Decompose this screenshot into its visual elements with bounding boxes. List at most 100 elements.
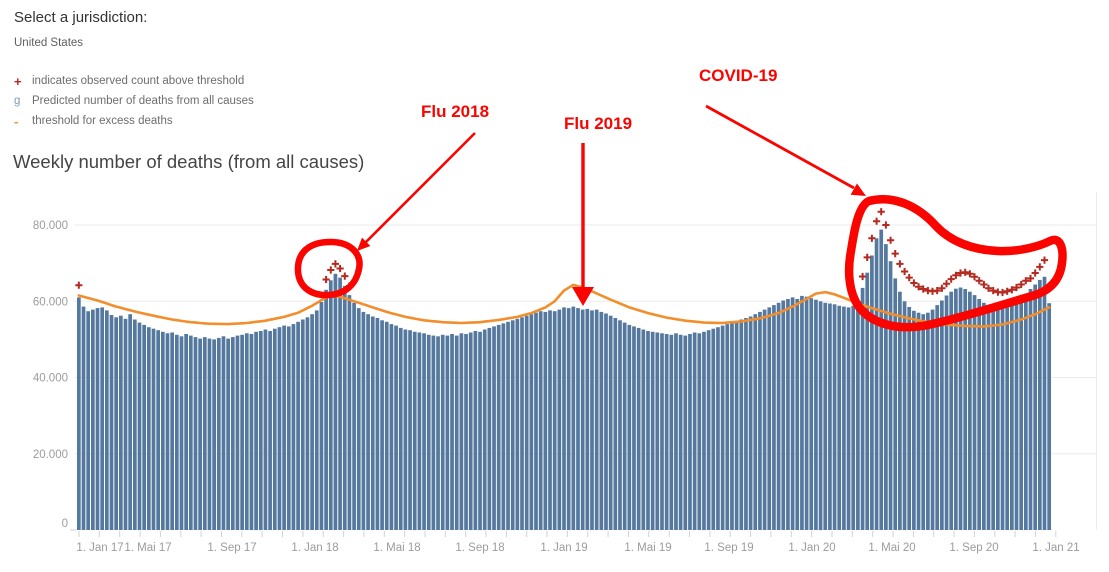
- bar[interactable]: [426, 334, 431, 530]
- bar[interactable]: [930, 309, 935, 530]
- bar[interactable]: [823, 302, 828, 530]
- bar[interactable]: [744, 318, 748, 530]
- bar[interactable]: [1024, 293, 1028, 530]
- bar[interactable]: [1037, 279, 1042, 530]
- bar[interactable]: [669, 334, 674, 530]
- bar[interactable]: [342, 286, 347, 530]
- bar[interactable]: [982, 302, 986, 530]
- bar[interactable]: [389, 324, 394, 530]
- bar[interactable]: [585, 308, 590, 530]
- bar[interactable]: [468, 332, 473, 531]
- bar[interactable]: [328, 280, 333, 530]
- bar[interactable]: [790, 297, 795, 530]
- bar[interactable]: [809, 298, 814, 530]
- bar[interactable]: [81, 306, 86, 530]
- bar[interactable]: [580, 309, 585, 530]
- bar[interactable]: [529, 314, 534, 530]
- bar[interactable]: [818, 301, 823, 531]
- bar[interactable]: [291, 324, 296, 530]
- bar[interactable]: [865, 272, 870, 530]
- bar[interactable]: [716, 327, 720, 530]
- bar[interactable]: [184, 334, 188, 530]
- plus-marks[interactable]: [75, 208, 1053, 297]
- bar[interactable]: [160, 331, 165, 531]
- bar[interactable]: [515, 318, 520, 530]
- bar[interactable]: [734, 321, 739, 530]
- bar[interactable]: [221, 336, 226, 530]
- bar[interactable]: [599, 311, 604, 530]
- bar[interactable]: [660, 333, 664, 530]
- bar[interactable]: [100, 307, 105, 530]
- bar[interactable]: [118, 315, 123, 530]
- bar[interactable]: [632, 326, 636, 530]
- bar[interactable]: [888, 261, 893, 530]
- bar[interactable]: [282, 325, 286, 530]
- bar[interactable]: [674, 333, 678, 530]
- bar[interactable]: [258, 331, 263, 530]
- bar[interactable]: [795, 299, 800, 530]
- bar[interactable]: [403, 329, 408, 531]
- bar[interactable]: [702, 331, 706, 531]
- bar[interactable]: [450, 334, 454, 530]
- bar[interactable]: [1042, 276, 1047, 530]
- bar[interactable]: [851, 305, 856, 530]
- bar[interactable]: [496, 324, 501, 530]
- bar[interactable]: [874, 238, 879, 531]
- bar[interactable]: [151, 328, 156, 530]
- bar[interactable]: [179, 336, 184, 530]
- bar[interactable]: [1047, 303, 1052, 530]
- bar[interactable]: [268, 331, 272, 530]
- bar[interactable]: [156, 330, 161, 530]
- bar[interactable]: [725, 324, 730, 530]
- bar[interactable]: [492, 326, 496, 530]
- bar[interactable]: [949, 291, 954, 530]
- bar[interactable]: [636, 327, 641, 530]
- bar[interactable]: [95, 308, 100, 530]
- bar[interactable]: [352, 302, 356, 530]
- bar[interactable]: [356, 308, 361, 530]
- bar[interactable]: [893, 278, 898, 530]
- bar[interactable]: [249, 334, 254, 530]
- bar[interactable]: [510, 320, 515, 530]
- bar[interactable]: [440, 334, 445, 530]
- bar[interactable]: [1010, 305, 1014, 530]
- bar[interactable]: [963, 289, 968, 530]
- bar[interactable]: [520, 317, 524, 530]
- bar[interactable]: [431, 335, 436, 530]
- bar[interactable]: [935, 305, 940, 530]
- bar[interactable]: [417, 332, 422, 531]
- bar[interactable]: [240, 334, 244, 530]
- bar[interactable]: [986, 305, 991, 530]
- bar[interactable]: [814, 299, 818, 530]
- bar[interactable]: [142, 324, 147, 530]
- bar[interactable]: [846, 307, 851, 530]
- bar[interactable]: [347, 295, 352, 530]
- bar[interactable]: [230, 337, 235, 530]
- bar[interactable]: [571, 306, 576, 530]
- bar[interactable]: [912, 310, 916, 530]
- bar[interactable]: [272, 328, 277, 530]
- bar[interactable]: [720, 325, 725, 530]
- bar[interactable]: [534, 312, 538, 530]
- bar[interactable]: [548, 310, 552, 530]
- bar[interactable]: [86, 311, 91, 530]
- bar[interactable]: [1014, 302, 1019, 530]
- bar[interactable]: [384, 321, 389, 530]
- bar[interactable]: [1019, 298, 1024, 530]
- bar[interactable]: [739, 319, 744, 531]
- bar[interactable]: [856, 300, 860, 531]
- bar[interactable]: [338, 277, 342, 530]
- bar[interactable]: [216, 337, 221, 530]
- bar[interactable]: [683, 335, 688, 530]
- bar[interactable]: [1033, 284, 1038, 531]
- bar[interactable]: [543, 311, 548, 530]
- bar[interactable]: [613, 318, 618, 530]
- bar[interactable]: [361, 311, 366, 530]
- bar[interactable]: [333, 273, 338, 530]
- bar[interactable]: [804, 296, 809, 530]
- bar[interactable]: [1000, 308, 1005, 530]
- bar[interactable]: [188, 335, 193, 530]
- bar[interactable]: [641, 329, 646, 531]
- bar[interactable]: [828, 303, 832, 531]
- bar[interactable]: [1005, 307, 1010, 530]
